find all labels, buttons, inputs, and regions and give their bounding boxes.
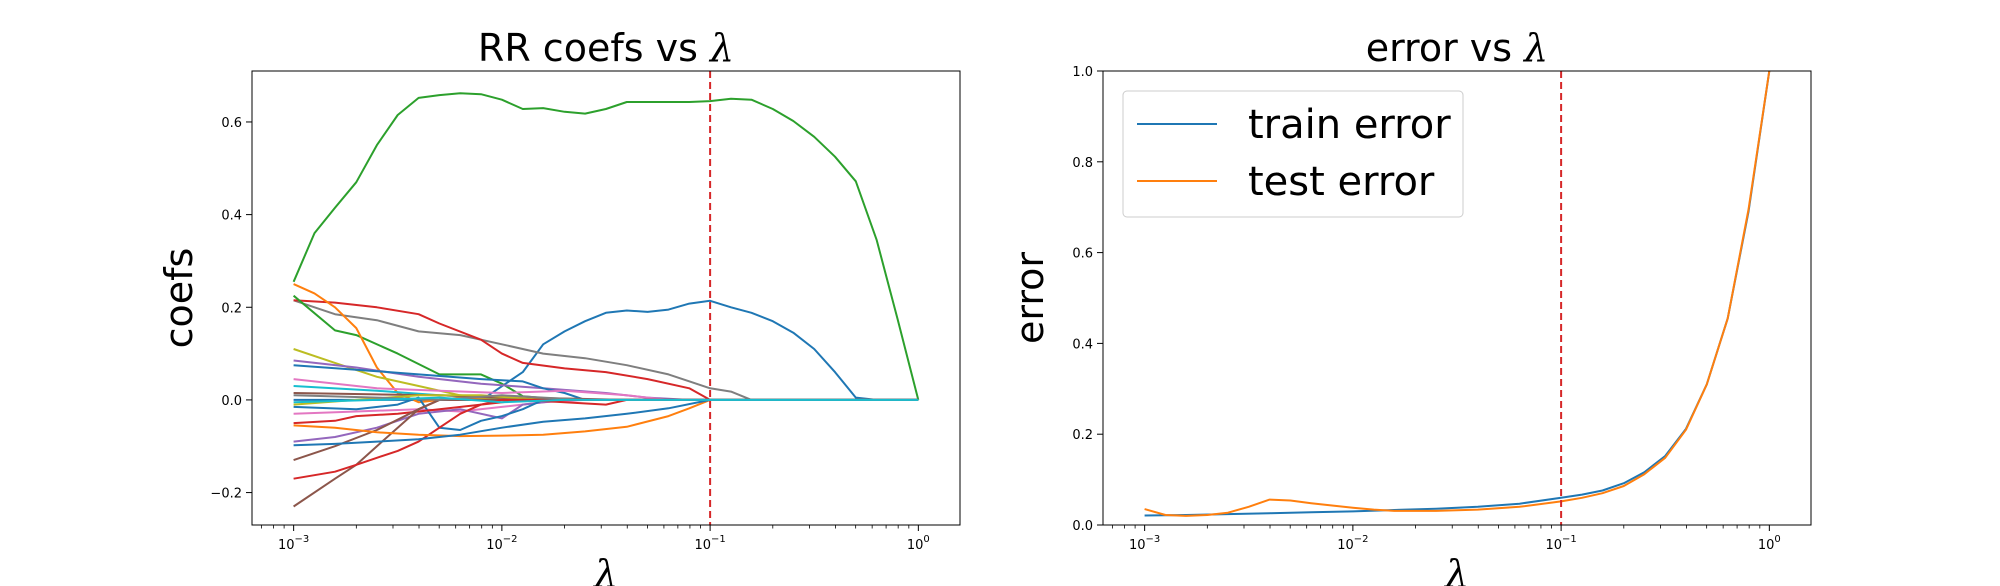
x-tick-label: 100 (907, 534, 930, 553)
series-line-coef-orange-lower (293, 398, 919, 438)
legend-label-test: test error (1248, 159, 1435, 205)
y-ticks: 0.0 0.2 0.4 0.6 0.8 1.0 (1072, 65, 1103, 534)
y-tick-label: 1.0 (1072, 65, 1093, 80)
series-line-coef-brown-lowest (293, 398, 919, 508)
series-line-coef-cyan-low (293, 396, 919, 404)
y-tick-label: 0.0 (221, 394, 242, 409)
y-tick-label: 0.6 (1072, 247, 1093, 262)
coef-series-group (292, 92, 920, 508)
chart-title-text: error vs (1366, 26, 1512, 70)
y-ticks: −0.2 0.0 0.2 0.4 0.6 (210, 116, 252, 502)
x-tick-label: 10−1 (694, 534, 725, 553)
y-tick-label: 0.2 (1072, 428, 1093, 443)
series-line-coef-blue-upper (293, 364, 919, 401)
x-tick-label: 10−2 (486, 534, 517, 553)
series-line-coef-gray (293, 299, 919, 401)
x-tick-label: 10−2 (1337, 534, 1368, 553)
y-tick-label: 0.0 (1072, 519, 1093, 534)
series-line-coef-red-lower-1 (293, 398, 919, 425)
x-tick-label: 100 (1758, 534, 1781, 553)
x-axis-label: λ (1443, 552, 1469, 586)
series-line-coef-blue-rise (293, 299, 919, 401)
x-axis-label: λ (592, 552, 618, 586)
axes-frame (251, 70, 961, 526)
y-axis-label: coefs (157, 248, 201, 349)
y-tick-label: 0.2 (221, 301, 242, 316)
series-line-coef-red-upper (293, 299, 919, 401)
series-line-coef-green-upper (292, 294, 919, 401)
y-tick-label: 0.4 (1072, 337, 1093, 352)
legend: train error test error (1122, 90, 1464, 218)
series-line-coef-orange-upper (293, 283, 919, 404)
y-tick-label: 0.6 (221, 116, 242, 131)
error-series-group (1144, 71, 1771, 517)
chart-title-symbol: λ (708, 26, 734, 70)
series-line-coef-red-lower-2 (293, 398, 919, 480)
y-tick-label: −0.2 (210, 487, 242, 502)
series-line-coef-blue-mid-lower (293, 396, 919, 431)
x-ticks: 10−3 10−2 10−1 100 (260, 525, 930, 553)
error-panel: 10−3 10−2 10−1 100 0.0 0.2 0.4 0.6 0.8 1.0 error… (1008, 26, 1812, 586)
x-tick-label: 10−3 (1129, 534, 1160, 553)
x-tick-label: 10−3 (278, 534, 309, 553)
axes-frame (1102, 70, 1812, 526)
chart-title-text: RR coefs vs (478, 26, 698, 70)
chart-title-symbol: λ (1522, 26, 1548, 70)
series-line-coef-pink-low (293, 398, 919, 415)
legend-box (1122, 90, 1464, 218)
x-ticks: 10−3 10−2 10−1 100 (1111, 525, 1781, 553)
chart-title: RR coefs vs λ (478, 26, 734, 70)
legend-label-train: train error (1248, 102, 1451, 148)
series-line-coef-blue-lower (293, 398, 919, 447)
series-line-coef-green-main (292, 92, 920, 401)
chart-title: error vs λ (1366, 26, 1549, 70)
y-axis-label: error (1008, 252, 1052, 344)
y-tick-label: 0.8 (1072, 156, 1093, 171)
coefs-panel: 10−3 10−2 10−1 100 −0.2 0.0 0.2 0.4 0.6 RR coef… (157, 26, 961, 586)
y-tick-label: 0.4 (221, 209, 242, 224)
series-line-test-error (1144, 71, 1771, 517)
x-tick-label: 10−1 (1545, 534, 1576, 553)
